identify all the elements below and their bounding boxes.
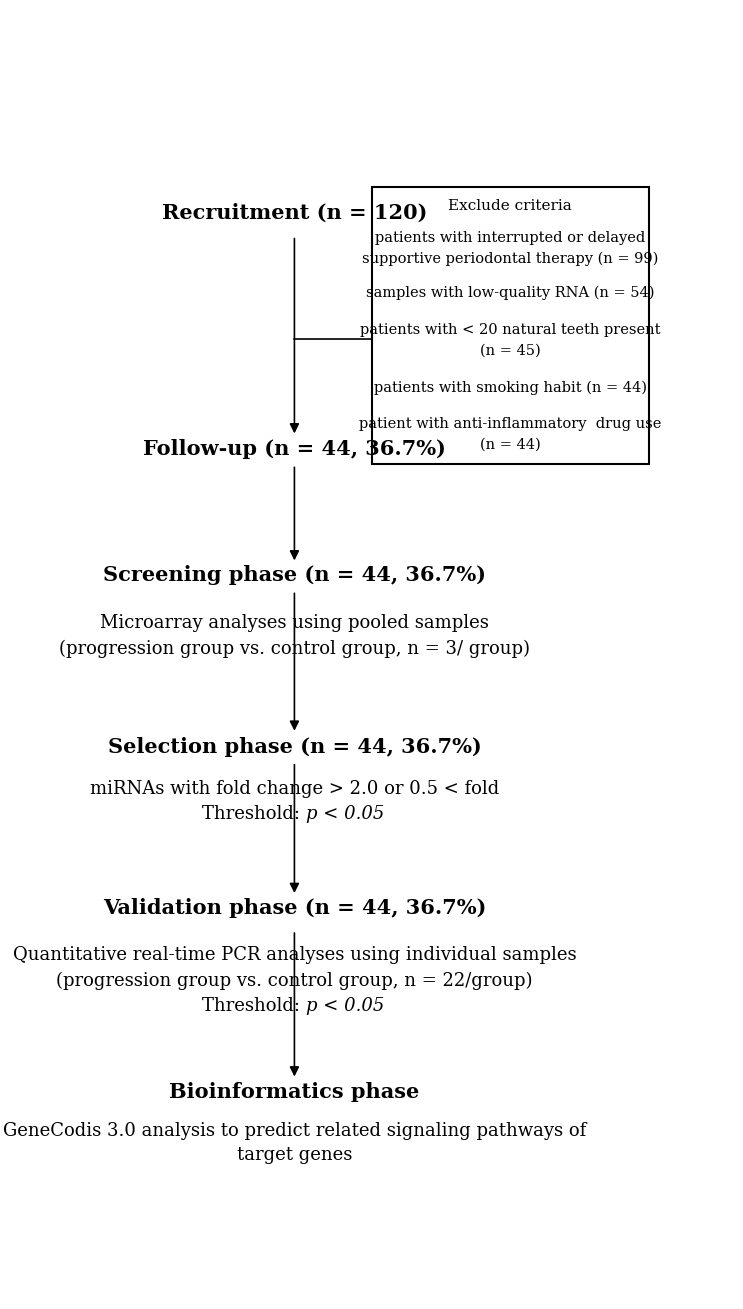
Text: (progression group vs. control group, n = 3/ group): (progression group vs. control group, n … [59,640,530,658]
Text: patients with < 20 natural teeth present: patients with < 20 natural teeth present [360,323,661,338]
Text: Exclude criteria: Exclude criteria [449,199,572,213]
Text: patients with smoking habit (n = 44): patients with smoking habit (n = 44) [374,381,647,395]
Text: p < 0.05: p < 0.05 [306,996,384,1014]
Text: Bioinformatics phase: Bioinformatics phase [169,1083,420,1102]
Text: Follow-up (n = 44, 36.7%): Follow-up (n = 44, 36.7%) [143,440,446,459]
Text: Recruitment (n = 120): Recruitment (n = 120) [162,203,427,223]
Text: Threshold:: Threshold: [202,805,306,823]
Text: samples with low-quality RNA (n = 54): samples with low-quality RNA (n = 54) [366,287,655,301]
Text: patients with interrupted or delayed: patients with interrupted or delayed [375,230,646,245]
Text: GeneCodis 3.0 analysis to predict related signaling pathways of: GeneCodis 3.0 analysis to predict relate… [3,1122,586,1140]
Text: miRNAs with fold change > 2.0 or 0.5 < fold: miRNAs with fold change > 2.0 or 0.5 < f… [90,780,499,798]
Text: target genes: target genes [237,1145,352,1164]
Text: (progression group vs. control group, n = 22/group): (progression group vs. control group, n … [56,971,533,990]
Text: Screening phase (n = 44, 36.7%): Screening phase (n = 44, 36.7%) [103,565,486,585]
Text: Selection phase (n = 44, 36.7%): Selection phase (n = 44, 36.7%) [108,737,481,757]
Text: supportive periodontal therapy (n = 99): supportive periodontal therapy (n = 99) [362,251,658,266]
FancyBboxPatch shape [372,187,649,465]
Text: p < 0.05: p < 0.05 [306,805,384,823]
Text: Threshold:: Threshold: [202,996,306,1014]
Text: Quantitative real-time PCR analyses using individual samples: Quantitative real-time PCR analyses usin… [13,946,577,965]
Text: patient with anti-inflammatory  drug use: patient with anti-inflammatory drug use [359,418,661,431]
Text: (n = 45): (n = 45) [480,343,541,357]
Text: (n = 44): (n = 44) [480,437,541,452]
Text: Validation phase (n = 44, 36.7%): Validation phase (n = 44, 36.7%) [103,898,486,918]
Text: Microarray analyses using pooled samples: Microarray analyses using pooled samples [100,614,489,632]
